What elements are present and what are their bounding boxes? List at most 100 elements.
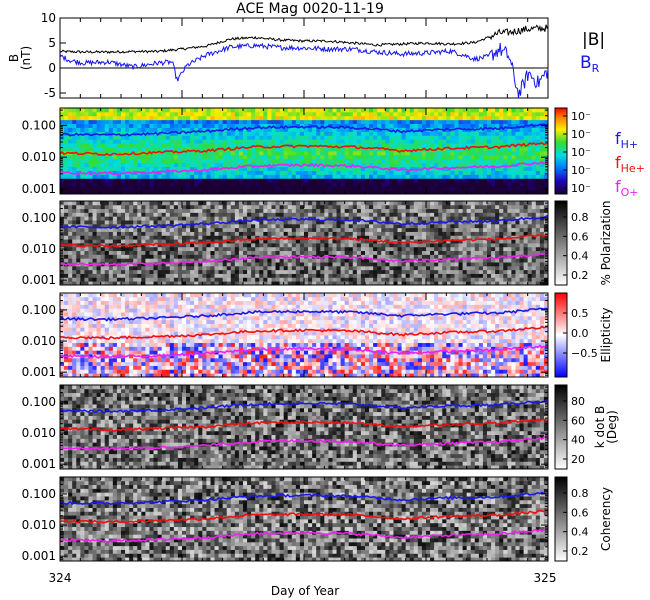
polarization-cell bbox=[328, 246, 333, 252]
polarization-cell bbox=[104, 273, 110, 278]
polarization-cell bbox=[247, 231, 252, 236]
polarization-cell bbox=[198, 250, 203, 255]
polarization-cell bbox=[104, 262, 110, 267]
polarization-cell bbox=[352, 250, 358, 255]
polarization-cell bbox=[295, 239, 301, 244]
power-cell bbox=[401, 170, 407, 175]
polarization-cell bbox=[84, 216, 89, 221]
polarization-cell bbox=[222, 265, 228, 271]
polarization-cell bbox=[100, 246, 106, 252]
power-cell bbox=[141, 127, 146, 132]
power-cell bbox=[206, 108, 211, 113]
power-cell bbox=[234, 115, 240, 121]
polarization-cell bbox=[121, 246, 126, 252]
power-cell bbox=[478, 186, 484, 191]
polarization-cell bbox=[210, 220, 215, 225]
polarization-cell bbox=[446, 208, 451, 213]
polarization-cell bbox=[401, 220, 407, 225]
polarization-cell bbox=[230, 223, 236, 229]
power-cell bbox=[466, 123, 472, 128]
polarization-cell bbox=[182, 262, 187, 267]
power-cell bbox=[157, 108, 163, 113]
polarization-cell bbox=[356, 201, 362, 206]
power-cell bbox=[165, 139, 171, 144]
power-cell bbox=[482, 166, 488, 171]
polarization-cell bbox=[393, 273, 398, 278]
polarization-cell bbox=[413, 201, 419, 206]
polarization-cell bbox=[409, 273, 415, 278]
polarization-cell bbox=[153, 243, 158, 248]
polarization-cell bbox=[316, 243, 321, 248]
power-cell bbox=[446, 182, 451, 187]
power-cell bbox=[214, 178, 219, 183]
power-cell bbox=[458, 115, 463, 121]
polarization-cell bbox=[312, 212, 317, 217]
polarization-cell bbox=[312, 231, 317, 236]
polarization-cell bbox=[190, 262, 195, 267]
polarization-cell bbox=[291, 250, 297, 255]
power-cell bbox=[470, 143, 476, 148]
polarization-cell bbox=[279, 227, 285, 232]
polarization-cell bbox=[149, 231, 154, 236]
power-cell bbox=[308, 135, 313, 140]
power-cell bbox=[88, 127, 93, 132]
polarization-cell bbox=[88, 265, 93, 271]
polarization-cell bbox=[177, 201, 183, 206]
power-cell bbox=[182, 174, 187, 179]
polarization-cell bbox=[88, 231, 93, 236]
power-cell bbox=[462, 151, 468, 156]
polarization-cell bbox=[369, 258, 374, 263]
polarization-cell bbox=[121, 281, 126, 286]
power-cell bbox=[523, 151, 529, 156]
polarization-cell bbox=[299, 227, 305, 232]
polarization-cell bbox=[259, 269, 264, 274]
polarization-cell bbox=[336, 227, 341, 232]
power-cell bbox=[482, 170, 488, 175]
power-cell bbox=[202, 135, 207, 140]
polarization-cell bbox=[295, 254, 301, 259]
power-cell bbox=[214, 158, 219, 164]
power-cell bbox=[401, 178, 407, 183]
power-cell bbox=[283, 115, 289, 121]
power-cell bbox=[186, 182, 191, 187]
polarization-cell bbox=[68, 254, 73, 259]
power-cell bbox=[360, 108, 366, 113]
polarization-cell bbox=[373, 277, 378, 282]
polarization-cell bbox=[267, 204, 272, 210]
polarization-cell bbox=[373, 223, 378, 229]
power-cell bbox=[226, 174, 232, 179]
power-cell bbox=[377, 123, 382, 128]
power-cell bbox=[202, 115, 207, 121]
polarization-cell bbox=[68, 235, 73, 240]
power-cell bbox=[385, 135, 390, 140]
power-cell bbox=[397, 115, 402, 121]
polarization-cell bbox=[344, 281, 350, 286]
power-cell bbox=[381, 174, 386, 179]
polarization-cell bbox=[137, 277, 142, 282]
polarization-cell bbox=[230, 208, 236, 213]
power-cell bbox=[344, 170, 350, 175]
power-cell bbox=[381, 151, 386, 156]
power-cell bbox=[373, 170, 378, 175]
power-cell bbox=[340, 182, 346, 187]
power-cell bbox=[487, 115, 492, 121]
polarization-cell bbox=[360, 262, 366, 267]
power-cell bbox=[198, 147, 203, 152]
polarization-cell bbox=[442, 258, 447, 263]
polarization-cell bbox=[267, 281, 272, 286]
power-cell bbox=[149, 139, 154, 144]
power-cell bbox=[535, 158, 541, 164]
polarization-cell bbox=[125, 250, 130, 255]
power-cell bbox=[352, 135, 358, 140]
power-cell bbox=[177, 135, 183, 140]
power-cell bbox=[385, 186, 390, 191]
power-cell bbox=[218, 182, 224, 187]
polarization-cell bbox=[145, 277, 150, 282]
polarization-cell bbox=[352, 258, 358, 263]
power-cell bbox=[291, 127, 297, 132]
polarization-cell bbox=[299, 204, 305, 210]
polarization-cell bbox=[291, 239, 297, 244]
power-cell bbox=[169, 147, 175, 152]
power-cell bbox=[369, 182, 374, 187]
power-cell bbox=[210, 108, 215, 113]
